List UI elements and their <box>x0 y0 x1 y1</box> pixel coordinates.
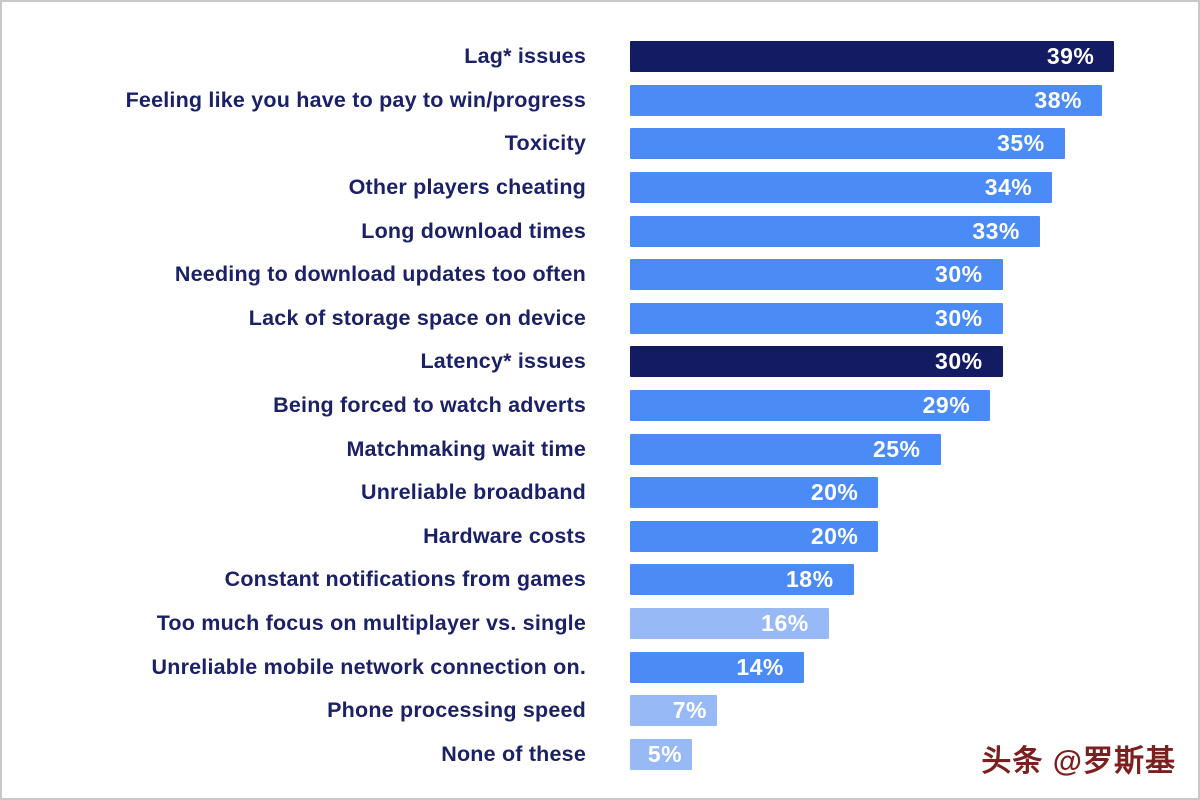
bar: 38% <box>630 84 1102 116</box>
bar-area: 39% <box>630 41 1198 73</box>
chart-row: Phone processing speed 7% <box>2 689 1198 733</box>
value-label: 30% <box>935 261 983 288</box>
chart-row: Toxicity 35% <box>2 122 1198 166</box>
bar-area: 33% <box>630 215 1198 247</box>
category-label: Lag* issues <box>464 44 586 69</box>
category-label: Latency* issues <box>420 349 586 374</box>
value-label: 35% <box>997 130 1045 157</box>
bar-area: 34% <box>630 172 1198 204</box>
value-label: 38% <box>1034 86 1082 113</box>
chart-row: Lag* issues 39% <box>2 35 1198 79</box>
bar-area: 5% <box>630 738 1198 770</box>
bar: 33% <box>630 215 1040 247</box>
bar-area: 30% <box>630 302 1198 334</box>
bar-area: 20% <box>630 520 1198 552</box>
bar: 7% <box>630 695 717 727</box>
value-label: 29% <box>922 392 971 419</box>
value-label: 33% <box>972 217 1020 244</box>
category-label: Unreliable broadband <box>360 480 586 505</box>
chart-row: Other players cheating 34% <box>2 166 1198 210</box>
category-label: Unreliable mobile network connection on. <box>151 654 586 679</box>
bar-area: 16% <box>630 608 1198 640</box>
bar: 34% <box>630 172 1053 204</box>
category-label: Too much focus on multiplayer vs. single <box>156 611 586 636</box>
bar-area: 20% <box>630 477 1198 509</box>
bar: 20% <box>630 477 879 509</box>
bar: 30% <box>630 302 1003 334</box>
chart-row: Too much focus on multiplayer vs. single… <box>2 602 1198 646</box>
chart-row: Hardware costs 20% <box>2 515 1198 559</box>
value-label: 34% <box>984 174 1033 201</box>
category-label: Needing to download updates too often <box>174 262 586 287</box>
category-label: Lack of storage space on device <box>248 305 586 330</box>
chart-row: Latency* issues 30% <box>2 340 1198 384</box>
bar-area: 7% <box>630 695 1198 727</box>
value-label: 30% <box>935 304 983 331</box>
category-label: Phone processing speed <box>327 698 586 723</box>
value-label: 39% <box>1046 43 1095 70</box>
chart-row: Needing to download updates too often 30% <box>2 253 1198 297</box>
chart-row: None of these 5% <box>2 733 1198 777</box>
bar: 16% <box>630 608 829 640</box>
chart-row: Long download times 33% <box>2 209 1198 253</box>
bar: 35% <box>630 128 1065 160</box>
bar: 30% <box>630 259 1003 291</box>
chart-row: Unreliable broadband 20% <box>2 471 1198 515</box>
bar: 30% <box>630 346 1003 378</box>
chart-row: Being forced to watch adverts 29% <box>2 384 1198 428</box>
bar: 25% <box>630 433 941 465</box>
category-label: Hardware costs <box>423 523 586 548</box>
value-label: 16% <box>761 610 809 637</box>
bar-area: 30% <box>630 259 1198 291</box>
chart-row: Unreliable mobile network connection on.… <box>2 645 1198 689</box>
bar: 20% <box>630 520 879 552</box>
bar-area: 30% <box>630 346 1198 378</box>
bar-area: 38% <box>630 84 1198 116</box>
category-label: Feeling like you have to pay to win/prog… <box>125 87 586 112</box>
category-label: Other players cheating <box>348 175 586 200</box>
value-label: 20% <box>810 479 859 506</box>
bar: 14% <box>630 651 804 683</box>
value-label: 7% <box>672 697 707 724</box>
bar: 5% <box>630 738 693 770</box>
value-label: 30% <box>935 348 983 375</box>
value-label: 25% <box>872 435 921 462</box>
value-label: 18% <box>786 566 834 593</box>
bar: 39% <box>630 41 1115 73</box>
bar-area: 14% <box>630 651 1198 683</box>
bar-area: 29% <box>630 390 1198 422</box>
category-label: Matchmaking wait time <box>346 436 586 461</box>
category-label: Being forced to watch adverts <box>273 393 586 418</box>
category-label: Long download times <box>361 218 586 243</box>
bar-area: 18% <box>630 564 1198 596</box>
chart-row: Lack of storage space on device 30% <box>2 297 1198 341</box>
chart-row: Constant notifications from games 18% <box>2 558 1198 602</box>
category-label: Toxicity <box>504 131 586 156</box>
value-label: 14% <box>736 653 784 680</box>
value-label: 5% <box>647 740 683 767</box>
value-label: 20% <box>810 522 859 549</box>
bar-chart: Lag* issues 39% Feeling like you have to p… <box>2 35 1198 776</box>
bar-area: 25% <box>630 433 1198 465</box>
bar: 29% <box>630 390 991 422</box>
chart-row: Feeling like you have to pay to win/prog… <box>2 79 1198 123</box>
chart-row: Matchmaking wait time 25% <box>2 427 1198 471</box>
category-label: Constant notifications from games <box>224 567 586 592</box>
category-label: None of these <box>441 741 586 766</box>
bar: 18% <box>630 564 854 596</box>
watermark: 头条 @罗斯基 <box>981 745 1176 778</box>
bar-area: 35% <box>630 128 1198 160</box>
